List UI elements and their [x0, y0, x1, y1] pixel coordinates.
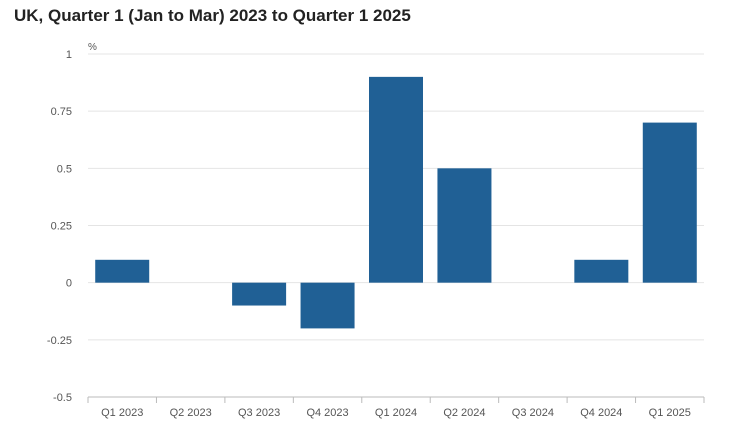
- y-tick-label: 0.25: [51, 221, 72, 233]
- bar-q4-2023: [300, 282, 355, 329]
- bar-q1-2024: [369, 76, 423, 283]
- x-tick-label: Q4 2023: [306, 407, 348, 419]
- bar-q1-2023: [95, 259, 150, 283]
- bar-q2-2024: [437, 168, 492, 283]
- x-tick-label: Q4 2024: [580, 407, 622, 419]
- x-tick-label: Q1 2024: [375, 407, 417, 419]
- y-tick-label: 0: [66, 278, 72, 290]
- x-tick-label: Q3 2024: [512, 407, 554, 419]
- bars: [95, 76, 697, 329]
- y-axis-ticks: 1 0.75 0.5 0.25 0 -0.25 -0.5: [47, 49, 72, 404]
- x-axis: Q1 2023 Q2 2023 Q3 2023 Q4 2023 Q1 2024 Q2 20…: [87, 396, 705, 419]
- x-tick-label: Q1 2023: [101, 407, 143, 419]
- y-axis-unit: %: [88, 42, 97, 53]
- x-tick-label: Q3 2023: [238, 407, 280, 419]
- y-tick-label: 0.75: [51, 106, 72, 118]
- bar-q1-2025: [642, 122, 697, 283]
- x-tick-label: Q1 2025: [649, 407, 691, 419]
- bar-q3-2023: [232, 282, 287, 306]
- chart-title: UK, Quarter 1 (Jan to Mar) 2023 to Quart…: [14, 6, 411, 25]
- x-tick-label: Q2 2024: [443, 407, 485, 419]
- y-tick-label: -0.5: [53, 392, 72, 404]
- bar-q4-2024: [574, 259, 629, 283]
- y-tick-label: 0.5: [57, 163, 72, 175]
- x-tick-label: Q2 2023: [170, 407, 212, 419]
- y-tick-label: -0.25: [47, 335, 72, 347]
- y-tick-label: 1: [66, 49, 72, 61]
